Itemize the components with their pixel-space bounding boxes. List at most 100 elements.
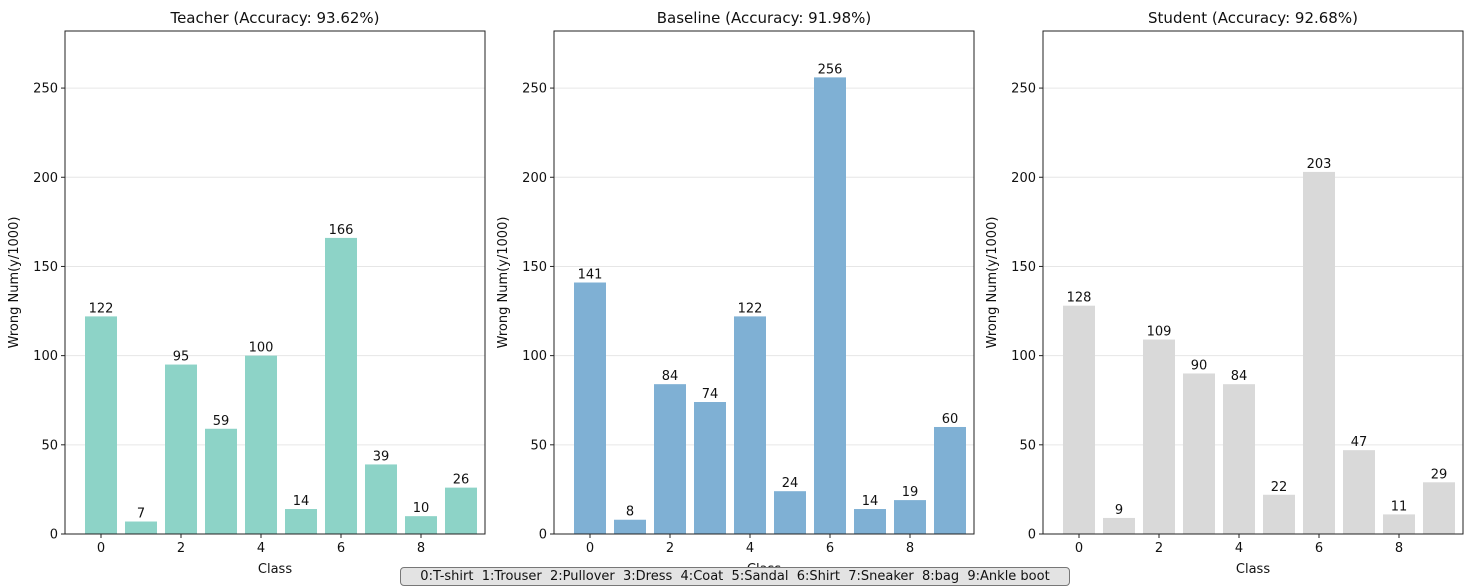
panel-3-bar-label-class-5: 22 (1271, 480, 1288, 495)
panel-3-bar-label-class-0: 128 (1067, 291, 1092, 306)
panel-2-xtick-label-8: 8 (906, 541, 914, 556)
panel-3-title: Student (Accuracy: 92.68%) (1148, 9, 1358, 27)
panel-1-bar-label-class-8: 10 (413, 501, 430, 516)
panel-1-axes-frame (64, 30, 486, 535)
panel-2-bar-class-8 (894, 500, 926, 534)
panel-1-ytick-label-0: 0 (50, 528, 58, 543)
panel-1-bar-class-5 (285, 509, 317, 534)
panel-2-xtick-label-4: 4 (746, 541, 754, 556)
panel-1-bar-label-class-5: 14 (293, 494, 310, 509)
panel-2-bar-label-class-8: 19 (902, 485, 919, 500)
panel-3-bar-label-class-9: 29 (1431, 467, 1448, 482)
panel-1-xtick-label-4: 4 (257, 541, 265, 556)
panel-3-axes-frame (1042, 30, 1464, 535)
panel-3-ytick-label-200: 200 (1011, 171, 1036, 186)
panel-1-bar-label-class-3: 59 (213, 414, 230, 429)
panel-1-xtick-label-6: 6 (337, 541, 345, 556)
panel-2-xtick-label-6: 6 (826, 541, 834, 556)
panel-3-bar-class-3 (1183, 373, 1215, 534)
panel-2-ytick-label-50: 50 (530, 438, 547, 453)
panel-1-xlabel: Class (258, 562, 292, 577)
panel-3-ytick-label-0: 0 (1028, 528, 1036, 543)
panel-1-bar-class-3 (205, 428, 237, 534)
panel-2-xtick-label-0: 0 (586, 541, 594, 556)
panel-1-bar-class-4 (245, 355, 277, 534)
panel-3-xlabel: Class (1236, 562, 1270, 577)
panel-1-bar-label-class-7: 39 (373, 449, 390, 464)
panel-2-bar-label-class-7: 14 (862, 494, 879, 509)
panel-3-bar-class-2 (1143, 339, 1175, 534)
panel-2-bar-class-1 (614, 519, 646, 534)
panel-3-bar-class-1 (1103, 517, 1135, 534)
panel-1-ytick-label-200: 200 (33, 171, 58, 186)
panel-2-ylabel: Wrong Num(y/1000) (496, 217, 511, 349)
panel-3-ytick-label-250: 250 (1011, 82, 1036, 97)
panel-1-bar-class-1 (125, 521, 157, 534)
class-legend: 0:T-shirt 1:Trouser 2:Pullover 3:Dress 4… (400, 567, 1070, 586)
panel-2-bar-class-6 (814, 77, 846, 534)
panel-1-xtick-label-0: 0 (97, 541, 105, 556)
panel-3-ylabel: Wrong Num(y/1000) (985, 217, 1000, 349)
panel-3-ytick-label-50: 50 (1019, 438, 1036, 453)
class-legend-text: 0:T-shirt 1:Trouser 2:Pullover 3:Dress 4… (420, 569, 1050, 584)
panel-1-ytick-label-150: 150 (33, 260, 58, 275)
panel-1-ytick-label-100: 100 (33, 349, 58, 364)
panel-2-bar-class-5 (774, 491, 806, 534)
panel-3-bar-class-6 (1303, 171, 1335, 534)
panel-3-bar-class-7 (1343, 450, 1375, 534)
panel-1-ytick-label-50: 50 (41, 438, 58, 453)
panel-1-bar-class-7 (365, 464, 397, 534)
panel-3-xtick-label-6: 6 (1315, 541, 1323, 556)
panel-2-title: Baseline (Accuracy: 91.98%) (657, 9, 871, 27)
panel-1-bar-class-0 (85, 316, 117, 534)
panel-2-bar-class-0 (574, 282, 606, 534)
panel-3-ytick-label-100: 100 (1011, 349, 1036, 364)
panel-3-bar-class-9 (1423, 482, 1455, 534)
panel-2-bar-label-class-0: 141 (578, 268, 603, 283)
panel-1-bar-label-class-0: 122 (89, 301, 114, 316)
panel-2-bar-class-7 (854, 509, 886, 534)
panel-3-ytick-label-150: 150 (1011, 260, 1036, 275)
panel-3-bar-class-5 (1263, 494, 1295, 534)
panel-3-bar-class-4 (1223, 384, 1255, 534)
panel-3-bar-label-class-1: 9 (1115, 503, 1123, 518)
panel-1-xtick-label-2: 2 (177, 541, 185, 556)
panel-2-ytick-label-100: 100 (522, 349, 547, 364)
panel-2-axes-frame (553, 30, 975, 535)
panel-3-bar-class-8 (1383, 514, 1415, 534)
panel-3-bar-label-class-6: 203 (1307, 157, 1332, 172)
panel-3-bar-label-class-8: 11 (1391, 499, 1408, 514)
panel-1-bar-class-8 (405, 516, 437, 534)
panel-1-ytick-label-250: 250 (33, 82, 58, 97)
panel-2-ytick-label-250: 250 (522, 82, 547, 97)
panel-2-ytick-label-150: 150 (522, 260, 547, 275)
panel-2-bar-label-class-5: 24 (782, 476, 799, 491)
panel-3-xtick-label-2: 2 (1155, 541, 1163, 556)
panel-1-bar-class-9 (445, 487, 477, 534)
panel-2-bar-label-class-4: 122 (738, 301, 763, 316)
panel-2-ytick-label-0: 0 (539, 528, 547, 543)
panel-1-bar-class-6 (325, 237, 357, 534)
panel-1-title: Teacher (Accuracy: 93.62%) (169, 9, 379, 27)
panel-1-bar-label-class-4: 100 (249, 341, 274, 356)
panel-3-bar-label-class-4: 84 (1231, 369, 1248, 384)
panel-1-bar-label-class-6: 166 (329, 223, 354, 238)
panel-2-bar-label-class-9: 60 (942, 412, 959, 427)
panel-2-bar-class-3 (694, 402, 726, 534)
panel-3-xtick-label-8: 8 (1395, 541, 1403, 556)
panel-3-xtick-label-0: 0 (1075, 541, 1083, 556)
panel-3-bar-label-class-2: 109 (1147, 325, 1172, 340)
panel-3-bar-label-class-7: 47 (1351, 435, 1368, 450)
panel-2-ytick-label-200: 200 (522, 171, 547, 186)
panel-2-bar-class-2 (654, 384, 686, 534)
panel-1-bar-label-class-9: 26 (453, 473, 470, 488)
panel-2-bar-class-9 (934, 426, 966, 534)
panel-3-xtick-label-4: 4 (1235, 541, 1243, 556)
panel-1-ylabel: Wrong Num(y/1000) (7, 217, 22, 349)
panel-3-bar-class-0 (1063, 305, 1095, 534)
panel-1-xtick-label-8: 8 (417, 541, 425, 556)
panel-1-bar-label-class-2: 95 (173, 350, 190, 365)
panel-1-bar-label-class-1: 7 (137, 507, 145, 522)
panel-3-bar-label-class-3: 90 (1191, 358, 1208, 373)
